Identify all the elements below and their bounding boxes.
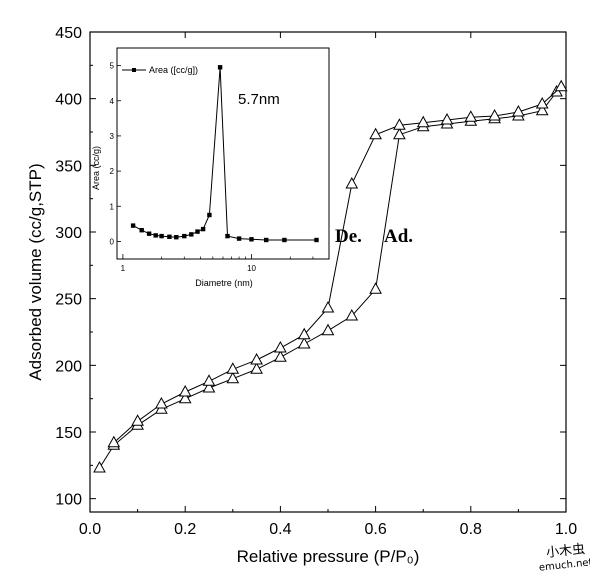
inset-data-point-square <box>225 233 230 239</box>
inset-y-axis-label: Area (cc/g) <box>91 146 101 190</box>
data-point-triangle <box>178 384 192 397</box>
inset-y-tick-label: 2 <box>110 167 115 176</box>
data-point-triangle <box>274 340 287 353</box>
data-point-triangle <box>202 380 216 393</box>
x-axis: 0.0 0.2 0.4 0.6 0.8 1.0 <box>79 32 577 538</box>
inset-x-axis: 1 10 <box>121 254 314 273</box>
y-tick-label: 350 <box>55 158 82 175</box>
x-tick-label: 0.0 <box>79 521 101 538</box>
legend-label: Area ([cc/g]) <box>149 65 198 75</box>
data-point-triangle <box>345 308 359 321</box>
watermark: 小木虫 emuch.net <box>538 542 590 574</box>
y-axis-label: Adsorbed volume (cc/g,STP) <box>26 163 45 380</box>
inset-data-point-square <box>264 237 269 243</box>
inset-legend: Area ([cc/g]) <box>122 65 198 75</box>
inset-data-point-square <box>153 233 158 238</box>
isotherm-series <box>93 79 568 473</box>
inset-data-point-square <box>207 212 212 218</box>
inset-data-point-square <box>174 235 179 240</box>
y-tick-label: 400 <box>55 92 82 109</box>
inset-data-point-square <box>282 237 287 243</box>
inset-x-axis-label: Diametre (nm) <box>195 278 253 288</box>
data-point-triangle <box>250 362 263 374</box>
data-point-triangle <box>369 127 382 140</box>
data-point-triangle <box>369 282 382 294</box>
x-tick-label: 0.8 <box>460 521 482 538</box>
watermark-line1: 小木虫 <box>545 542 585 561</box>
inset-data-point-square <box>159 233 164 239</box>
inset-data-point-square <box>217 65 223 70</box>
desorption-label: De. <box>335 226 362 247</box>
data-point-triangle <box>535 96 549 109</box>
x-tick-label: 0.6 <box>364 521 386 538</box>
inset-y-tick-label: 4 <box>110 97 115 106</box>
data-point-triangle <box>535 103 549 116</box>
inset-data-point-square <box>236 236 242 241</box>
inset-data-point-square <box>195 229 200 234</box>
inset-data-point-square <box>146 231 152 236</box>
data-point-triangle <box>393 118 406 130</box>
peak-annotation: 5.7nm <box>238 91 280 108</box>
data-point-triangle <box>297 327 311 340</box>
data-point-triangle <box>250 352 263 365</box>
data-point-triangle <box>226 362 240 374</box>
inset-y-tick-label: 5 <box>110 62 115 71</box>
x-tick-label: 0.2 <box>174 521 196 538</box>
data-point-triangle <box>440 112 454 125</box>
data-point-triangle <box>464 110 478 122</box>
data-point-triangle <box>512 104 525 117</box>
inset-data-point-square <box>189 232 194 237</box>
pore-size-inset-chart: 0 1 2 3 4 5 1 10 Diametre (nm) Area (cc/g) Are… <box>91 47 330 288</box>
inset-x-tick-label: 10 <box>247 264 256 273</box>
x-tick-label: 1.0 <box>555 521 577 538</box>
x-tick-label: 0.4 <box>269 521 291 538</box>
inset-y-tick-label: 0 <box>110 237 115 246</box>
watermark-line2: emuch.net <box>538 557 590 574</box>
data-point-triangle <box>393 127 406 140</box>
data-point-triangle <box>155 396 168 409</box>
inset-x-tick-label: 1 <box>121 264 126 273</box>
data-point-triangle <box>131 414 144 426</box>
data-point-triangle <box>416 115 430 128</box>
y-tick-label: 300 <box>55 225 82 242</box>
inset-data-point-square <box>249 237 254 242</box>
data-point-triangle <box>274 350 287 362</box>
data-point-triangle <box>321 323 335 336</box>
x-axis-label: Relative pressure (P/P₀) <box>237 547 420 566</box>
data-point-triangle <box>178 391 192 404</box>
adsorption-label: Ad. <box>384 226 413 247</box>
y-tick-label: 450 <box>55 25 82 42</box>
pore-size-series <box>130 65 319 243</box>
y-tick-label: 100 <box>55 492 82 509</box>
inset-data-point-square <box>139 228 144 233</box>
data-point-triangle <box>321 300 335 313</box>
y-tick-label: 150 <box>55 425 82 442</box>
inset-data-point-square <box>314 237 319 243</box>
inset-data-point-square <box>130 223 136 228</box>
inset-y-tick-label: 1 <box>110 202 115 211</box>
data-point-triangle <box>202 374 216 386</box>
y-tick-label: 250 <box>55 292 82 309</box>
inset-data-point-square <box>167 234 172 239</box>
data-point-triangle <box>226 371 240 384</box>
inset-data-point-square <box>200 226 206 232</box>
data-point-triangle <box>107 435 121 448</box>
inset-frame <box>116 47 330 260</box>
inset-y-axis: 0 1 2 3 4 5 <box>110 62 121 246</box>
data-point-triangle <box>297 336 311 349</box>
data-point-triangle <box>93 460 106 473</box>
inset-data-point-square <box>182 233 187 239</box>
inset-y-tick-label: 3 <box>110 132 115 141</box>
legend-marker <box>132 68 136 72</box>
data-point-triangle <box>345 176 359 189</box>
data-point-triangle <box>554 79 568 92</box>
y-tick-label: 200 <box>55 358 82 375</box>
data-point-triangle <box>488 108 501 121</box>
